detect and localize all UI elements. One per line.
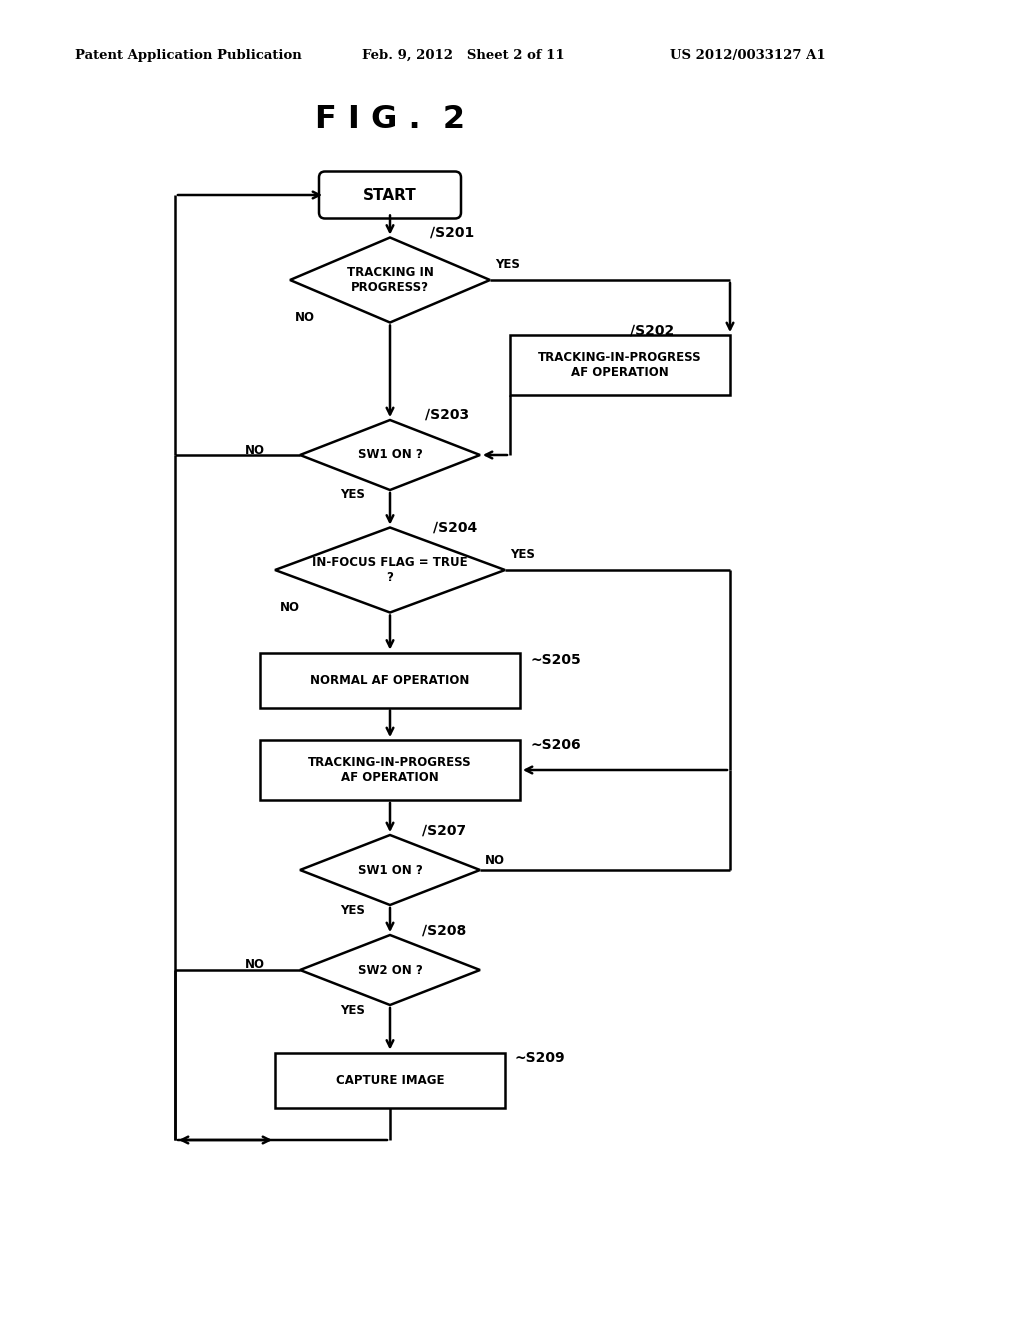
- Text: YES: YES: [495, 259, 520, 272]
- Text: ∕S208: ∕S208: [422, 924, 466, 939]
- Text: NO: NO: [245, 444, 265, 457]
- Text: ∕S201: ∕S201: [430, 226, 474, 240]
- Polygon shape: [275, 528, 505, 612]
- Text: NO: NO: [485, 854, 505, 866]
- Text: SW1 ON ?: SW1 ON ?: [357, 863, 422, 876]
- Text: CAPTURE IMAGE: CAPTURE IMAGE: [336, 1073, 444, 1086]
- Bar: [260, 652, 520, 708]
- Text: TRACKING-IN-PROGRESS
AF OPERATION: TRACKING-IN-PROGRESS AF OPERATION: [308, 756, 472, 784]
- FancyBboxPatch shape: [319, 172, 461, 219]
- Text: Patent Application Publication: Patent Application Publication: [75, 49, 302, 62]
- Text: SW2 ON ?: SW2 ON ?: [357, 964, 422, 977]
- Polygon shape: [300, 420, 480, 490]
- Text: NO: NO: [280, 601, 300, 614]
- Text: NO: NO: [245, 958, 265, 972]
- Text: IN-FOCUS FLAG = TRUE
?: IN-FOCUS FLAG = TRUE ?: [312, 556, 468, 583]
- Text: Feb. 9, 2012   Sheet 2 of 11: Feb. 9, 2012 Sheet 2 of 11: [362, 49, 564, 62]
- Polygon shape: [300, 935, 480, 1005]
- Text: TRACKING-IN-PROGRESS
AF OPERATION: TRACKING-IN-PROGRESS AF OPERATION: [539, 351, 701, 379]
- Text: YES: YES: [510, 549, 535, 561]
- Text: US 2012/0033127 A1: US 2012/0033127 A1: [670, 49, 825, 62]
- Text: YES: YES: [340, 903, 365, 916]
- Text: ~S205: ~S205: [530, 653, 581, 667]
- Text: ∕S203: ∕S203: [425, 408, 469, 422]
- Text: START: START: [364, 187, 417, 202]
- Text: NORMAL AF OPERATION: NORMAL AF OPERATION: [310, 673, 470, 686]
- Bar: [510, 335, 730, 395]
- Text: F I G .  2: F I G . 2: [315, 104, 465, 136]
- Text: ∕S207: ∕S207: [422, 824, 466, 838]
- Text: TRACKING IN
PROGRESS?: TRACKING IN PROGRESS?: [346, 267, 433, 294]
- Text: YES: YES: [340, 488, 365, 502]
- Text: SW1 ON ?: SW1 ON ?: [357, 449, 422, 462]
- Text: YES: YES: [340, 1003, 365, 1016]
- Bar: [275, 1052, 505, 1107]
- Text: NO: NO: [295, 312, 315, 323]
- Text: ∕S202: ∕S202: [630, 323, 674, 338]
- Text: ∕S204: ∕S204: [433, 521, 477, 535]
- Polygon shape: [290, 238, 490, 322]
- Polygon shape: [300, 836, 480, 906]
- Text: ~S206: ~S206: [530, 738, 581, 752]
- Text: ~S209: ~S209: [515, 1051, 565, 1065]
- Bar: [260, 741, 520, 800]
